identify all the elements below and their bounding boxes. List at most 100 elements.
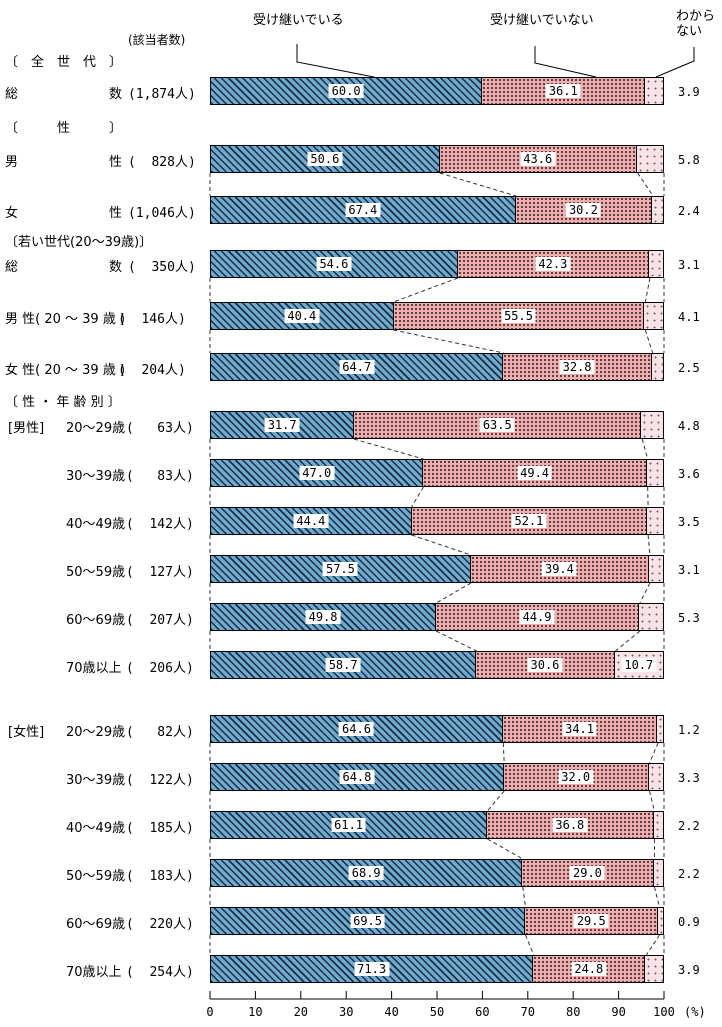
connector-dashed-line (353, 438, 424, 460)
value-label-inherit: 40.4 (284, 309, 320, 323)
value-label-inherit: 58.7 (325, 658, 361, 672)
segment-dont-know (657, 716, 663, 742)
row-respondent-count: ( 220人) (126, 917, 194, 932)
segment-not-inherit: 32.0 (503, 764, 649, 790)
segment-dont-know (641, 412, 663, 438)
value-label-inherit: 64.7 (339, 360, 375, 374)
segment-inherit: 58.7 (211, 652, 477, 678)
row-respondent-count: ( 122人) (126, 773, 194, 788)
value-label-dont-know: 5.8 (678, 153, 700, 167)
group-prefix-label: [女性] (8, 725, 45, 740)
legend-leader-line (534, 46, 597, 78)
value-label-not-inherit: 34.1 (562, 722, 597, 736)
value-label-dont-know: 5.3 (678, 611, 700, 625)
value-label-not-inherit: 39.4 (541, 562, 577, 576)
value-label-dont-know: 2.2 (678, 819, 700, 833)
bar-row: 44.4 52.1 (210, 507, 664, 535)
value-label-inherit: 68.9 (348, 866, 384, 880)
bar-row: 64.8 32.0 (210, 763, 664, 791)
row-label: 女 性( 20 ～ 39 歳 )( 204人) (0, 359, 206, 378)
row-label: 60～69歳( 220人) (0, 913, 206, 932)
segment-dont-know (645, 78, 663, 104)
segment-inherit: 49.8 (211, 604, 437, 630)
row-label: 60～69歳( 207人) (0, 609, 206, 628)
value-label-dont-know: 3.3 (678, 771, 700, 785)
connector-dashed-line (411, 534, 472, 556)
value-label-inherit: 69.5 (350, 914, 386, 928)
segment-dont-know (651, 354, 663, 380)
row-label: 男 性 ( 828人) (0, 151, 206, 170)
value-label-inherit: 47.0 (299, 466, 335, 480)
row-category-label: 40～49歳 (66, 821, 126, 836)
row-category-label: 50～59歳 (66, 565, 126, 580)
value-label-inherit: 64.6 (339, 722, 374, 736)
row-respondent-count: (1,874人) (128, 87, 196, 102)
value-label-dont-know: 10.7 (621, 658, 657, 672)
bar-row: 50.6 43.6 (210, 145, 664, 173)
legend-leader-line (655, 47, 695, 78)
bar-row: 71.3 24.8 (210, 955, 664, 983)
row-label: [女性] 20～29歳( 82人) (0, 721, 206, 740)
respondents-count-header: (該当者数) (128, 33, 186, 47)
segment-dont-know (636, 146, 663, 172)
row-label: 70歳以上 ( 254人) (0, 961, 206, 980)
segment-not-inherit: 34.1 (502, 716, 658, 742)
bar-row: 67.4 30.2 (210, 196, 664, 224)
segment-inherit: 64.8 (211, 764, 504, 790)
connector-dashed-line (639, 582, 651, 604)
x-axis-tick-label: 70 (521, 1005, 535, 1019)
section-header-young-generation: 〔若い世代(20～39歳)〕 (5, 235, 153, 250)
value-label-not-inherit: 30.2 (565, 203, 601, 217)
segment-inherit: 44.4 (211, 508, 412, 534)
segment-not-inherit: 36.1 (482, 78, 646, 104)
segment-not-inherit: 29.5 (525, 908, 659, 934)
value-label-inherit: 61.1 (331, 818, 367, 832)
x-axis-tick-label: 20 (294, 1005, 308, 1019)
value-label-inherit: 31.7 (264, 418, 300, 432)
value-label-not-inherit: 42.3 (535, 257, 571, 271)
segment-dont-know (648, 556, 663, 582)
connector-dashed-line (648, 790, 655, 812)
connector-dashed-line (393, 329, 504, 354)
row-category-label: 30～39歳 (66, 773, 126, 788)
value-label-not-inherit: 52.1 (511, 514, 547, 528)
value-label-inherit: 54.6 (316, 257, 352, 271)
bar-row: 60.0 36.1 (210, 77, 664, 105)
segment-not-inherit: 55.5 (393, 303, 645, 329)
value-label-not-inherit: 43.6 (520, 152, 556, 166)
row-label: 70歳以上 ( 206人) (0, 657, 206, 676)
value-label-not-inherit: 29.5 (573, 914, 609, 928)
row-respondent-count: ( 63人) (126, 421, 194, 436)
value-label-inherit: 60.0 (328, 84, 364, 98)
value-label-not-inherit: 36.1 (545, 84, 581, 98)
row-category-label: 30～39歳 (66, 469, 126, 484)
segment-dont-know (646, 460, 663, 486)
row-respondent-count: ( 146人) (118, 312, 186, 327)
value-label-dont-know: 4.8 (678, 419, 700, 433)
row-label: [男性] 20～29歳( 63人) (0, 417, 206, 436)
value-label-dont-know: 0.9 (678, 915, 700, 929)
row-label: 30～39歳( 83人) (0, 465, 206, 484)
connector-dashed-line (487, 790, 505, 812)
segment-dont-know (645, 956, 663, 982)
connector-dashed-line (641, 438, 649, 460)
legend-leader-line (296, 44, 375, 78)
value-label-not-inherit: 32.8 (559, 360, 595, 374)
connector-dashed-line (647, 534, 651, 556)
value-label-inherit: 57.5 (322, 562, 358, 576)
row-respondent-count: ( 142人) (126, 517, 194, 532)
bar-row: 64.6 34.1 (210, 715, 664, 743)
connector-dashed-line (615, 630, 641, 652)
x-axis-tick-label: 50 (430, 1005, 444, 1019)
row-respondent-count: ( 82人) (126, 725, 194, 740)
segment-inherit: 69.5 (211, 908, 526, 934)
value-label-dont-know: 3.6 (678, 467, 700, 481)
segment-dont-know (658, 908, 663, 934)
group-prefix-label: [男性] (8, 421, 45, 436)
segment-not-inherit: 63.5 (354, 412, 642, 438)
x-axis-tick-label: 60 (475, 1005, 489, 1019)
segment-inherit: 67.4 (211, 197, 516, 223)
row-category-label: 女 性 (5, 206, 123, 221)
row-category-label: 女 性( 20 ～ 39 歳 ) (5, 363, 126, 378)
